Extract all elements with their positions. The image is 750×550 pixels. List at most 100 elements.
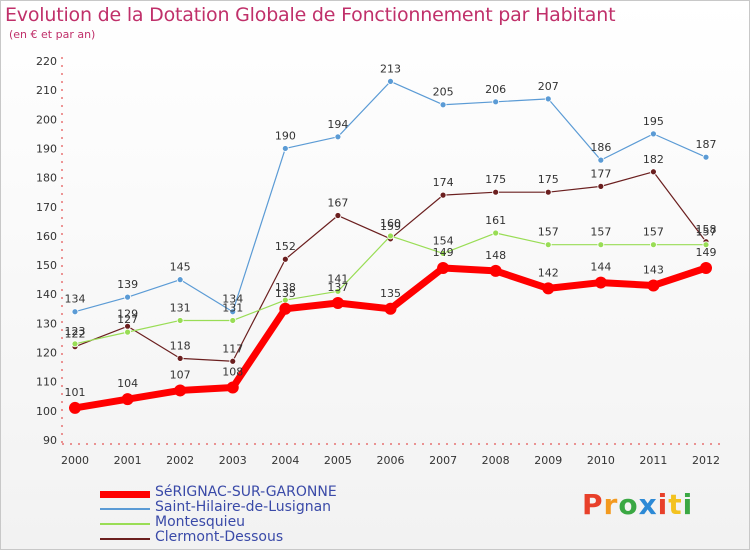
data-label: 131 [222,301,243,314]
data-point [492,188,500,196]
series-line [74,80,707,313]
data-label: 213 [380,62,401,75]
data-point [384,302,397,315]
data-point [387,78,394,85]
data-point [492,229,500,237]
y-tick-label: 150 [36,259,57,272]
legend-label: Montesquieu [155,514,246,530]
data-point [176,317,184,324]
data-point [439,101,447,109]
data-point [544,188,552,196]
data-label: 154 [433,234,454,247]
data-label: 177 [590,167,611,180]
y-tick-label: 130 [36,317,57,330]
y-tick-label: 180 [36,172,57,185]
chart-subtitle: (en € et par an) [9,28,96,41]
data-point [647,279,660,292]
data-label: 207 [538,80,559,93]
data-label: 158 [696,223,717,236]
data-label: 194 [327,118,348,131]
data-label: 123 [65,325,86,338]
y-tick-label: 190 [36,142,57,155]
data-point [334,133,342,141]
data-point [281,145,289,152]
data-point [492,98,500,106]
data-label: 101 [65,386,86,399]
data-point [594,276,607,289]
data-point [69,401,81,414]
data-label: 144 [590,261,611,274]
data-label: 118 [170,339,191,352]
data-point [279,302,292,315]
data-point [650,241,657,249]
data-label: 195 [643,115,664,128]
chart-title: Evolution de la Dotation Globale de Fonc… [5,4,616,26]
axes: 90 100 110 120 130 140 150 160 170 180 190 200 210 22… [36,55,721,467]
data-point [650,168,657,176]
data-point [597,182,605,190]
data-label: 138 [275,281,296,294]
data-label: 134 [222,293,243,306]
data-label: 134 [65,293,86,306]
data-point [439,250,447,257]
data-point [71,340,79,348]
data-point [176,354,184,362]
data-label: 190 [275,129,296,142]
legend-swatch [100,538,150,540]
data-label: 186 [590,141,611,154]
data-point [331,296,344,309]
data-label: 143 [643,263,664,276]
proxiti-logo: Proxiti [582,488,694,521]
x-tick-label: 2010 [587,454,615,467]
data-label: 131 [170,301,191,314]
data-point [226,381,239,394]
data-label: 157 [696,226,717,239]
data-point [176,276,184,284]
data-point [334,287,342,295]
data-label: 205 [433,86,454,99]
x-tick-label: 2001 [114,454,142,467]
data-point [702,153,710,161]
data-point [700,261,712,274]
data-label: 149 [433,246,454,259]
data-label: 157 [643,226,664,239]
x-tick-label: 2003 [219,454,247,467]
data-label: 175 [538,173,559,186]
data-label: 148 [485,249,506,262]
data-point [124,328,131,336]
data-point [124,293,131,301]
data-point [387,232,394,240]
y-tick-label: 170 [36,201,57,214]
data-label: 175 [485,173,506,186]
data-label: 157 [538,226,559,239]
x-tick-label: 2012 [692,454,720,467]
data-point [597,156,605,164]
data-point [229,317,237,324]
data-label: 135 [380,287,401,300]
data-point [439,191,447,199]
data-label: 117 [222,342,243,355]
data-label: 149 [696,246,717,259]
data-point [650,130,657,138]
y-tick-label: 200 [36,113,57,126]
data-label: 139 [117,278,138,291]
data-point [281,255,289,263]
data-point [437,261,450,274]
x-tick-label: 2009 [534,454,562,467]
data-label: 174 [433,176,454,189]
data-label: 159 [380,220,401,233]
y-tick-label: 90 [43,434,57,447]
data-label: 206 [485,83,506,96]
x-tick-label: 2000 [61,454,89,467]
legend-label: SéRIGNAC-SUR-GARONNE [155,484,337,500]
data-point [71,308,79,316]
legend-swatch [100,491,150,498]
data-point [229,357,237,365]
legend-swatch [100,523,150,525]
data-label: 108 [222,366,243,379]
legend-label: Saint-Hilaire-de-Lusignan [155,499,332,515]
data-label: 141 [327,272,348,285]
data-point [121,393,134,406]
data-label: 122 [65,328,86,341]
